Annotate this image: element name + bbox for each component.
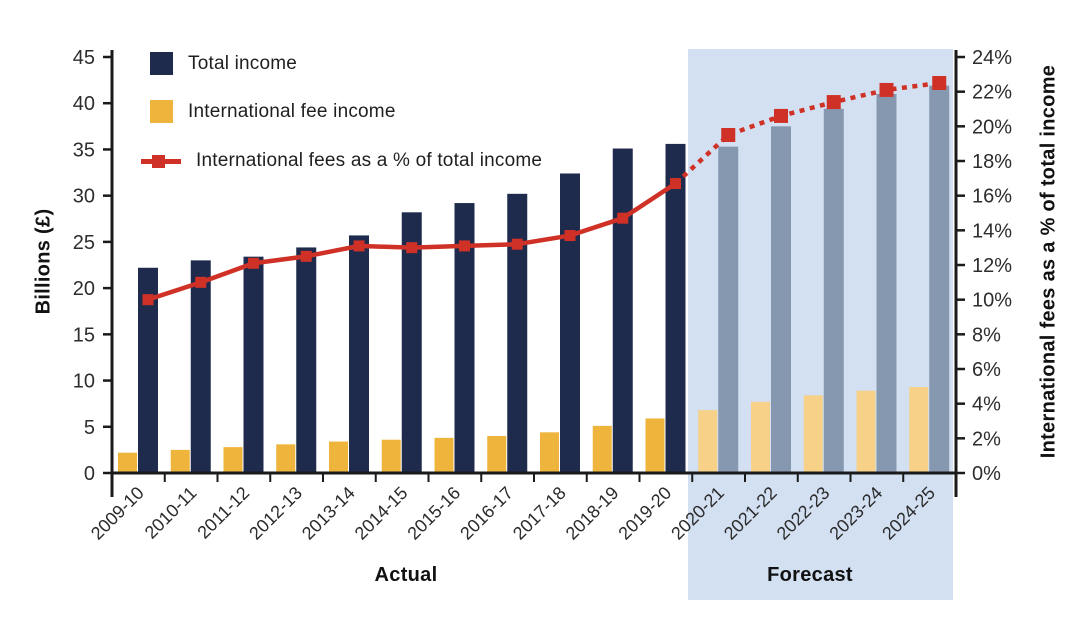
legend-item-international-fee-income: International fee income	[150, 100, 396, 123]
percent-marker-2011-12	[248, 257, 259, 269]
left-axis-tick-label: 40	[73, 93, 95, 115]
right-axis-tick-label: 16%	[972, 186, 1012, 208]
left-axis-tick-label: 20	[73, 278, 95, 300]
bar-total-income-2021-22	[771, 126, 791, 473]
bar-international-fee-income-2024-25	[909, 387, 929, 473]
percent-marker-2021-22	[774, 108, 788, 123]
x-category-label-2018-19: 2018-19	[562, 483, 623, 544]
bar-total-income-2020-21	[718, 146, 739, 473]
percent-marker-2010-11	[195, 276, 207, 288]
right-axis-tick-label: 14%	[972, 220, 1012, 242]
percent-marker-2024-25	[932, 76, 947, 90]
left-axis-tick-label: 10	[73, 371, 95, 393]
x-category-label-2009-10: 2009-10	[87, 483, 148, 544]
x-category-label-2011-12: 2011-12	[193, 483, 253, 543]
left-axis-tick-label: 15	[73, 324, 95, 346]
bar-international-fee-income-2010-11	[170, 449, 190, 473]
x-category-label-2015-16: 2015-16	[403, 483, 464, 544]
right-axis-tick-label: 6%	[972, 359, 1001, 381]
actual-section-label: Actual	[374, 564, 438, 586]
forecast-section-label: Forecast	[767, 564, 853, 586]
percent-marker-2018-19	[617, 212, 629, 224]
total-income-swatch-icon	[150, 52, 173, 75]
percent-marker-2017-18	[564, 230, 576, 242]
percent-marker-2009-10	[142, 294, 154, 306]
line-marker-icon	[152, 154, 165, 168]
percent-marker-2015-16	[459, 240, 470, 252]
bar-international-fee-income-2023-24	[856, 390, 876, 473]
bar-total-income-2010-11	[190, 260, 211, 473]
right-axis-tick-label: 20%	[972, 116, 1012, 138]
right-axis-tick-label: 8%	[972, 324, 1001, 346]
x-category-label-2017-18: 2017-18	[509, 483, 570, 544]
bar-total-income-2016-17	[507, 193, 528, 473]
left-axis-tick-label: 5	[84, 417, 95, 439]
legend-label: International fees as a % of total incom…	[196, 150, 543, 171]
percent-marker-2019-20	[670, 178, 681, 190]
right-axis-tick-label: 2%	[972, 428, 1001, 450]
x-category-label-2016-17: 2016-17	[456, 483, 517, 544]
x-category-label-2010-11: 2010-11	[141, 483, 201, 543]
right-axis-tick-label: 0%	[972, 463, 1001, 485]
legend-item-total-income: Total income	[150, 52, 297, 75]
bar-total-income-2024-25	[929, 85, 950, 473]
bar-international-fee-income-2019-20	[645, 418, 665, 473]
bar-international-fee-income-2009-10	[118, 452, 137, 473]
left-axis-tick-label: 45	[73, 47, 95, 69]
right-axis-tick-label: 4%	[972, 394, 1001, 416]
percent-marker-2012-13	[300, 250, 312, 262]
percent-line-forecast	[673, 80, 940, 186]
bar-international-fee-income-2011-12	[223, 447, 243, 473]
x-category-label-2013-14: 2013-14	[298, 483, 359, 544]
bar-international-fee-income-2015-16	[434, 437, 454, 473]
bar-international-fee-income-2016-17	[487, 436, 507, 473]
x-category-label-2014-15: 2014-15	[351, 483, 412, 544]
bar-international-fee-income-2021-22	[751, 401, 770, 473]
bar-international-fee-income-2017-18	[540, 432, 559, 473]
legend-label: Total income	[188, 52, 298, 74]
right-axis-tick-label: 12%	[972, 255, 1012, 277]
right-axis-tick-label: 24%	[972, 47, 1012, 69]
bar-total-income-2019-20	[665, 143, 686, 474]
right-axis-tick-label: 22%	[972, 82, 1012, 104]
percent-marker-2022-23	[826, 95, 841, 110]
legend-label: International fee income	[188, 100, 396, 122]
left-axis-tick-label: 0	[84, 463, 95, 485]
bar-total-income-2017-18	[560, 173, 580, 474]
bar-total-income-2012-13	[296, 247, 317, 473]
bar-international-fee-income-2020-21	[698, 410, 718, 473]
right-axis-title: International fees as a % of total incom…	[1037, 64, 1060, 459]
bar-total-income-2013-14	[349, 235, 369, 473]
bar-international-fee-income-2012-13	[276, 444, 296, 473]
left-axis-title: Billions (£)	[32, 208, 55, 315]
left-axis-tick-label: 35	[73, 139, 95, 161]
percent-marker-2014-15	[406, 242, 418, 254]
bar-international-fee-income-2013-14	[329, 441, 348, 473]
bar-total-income-2022-23	[823, 108, 844, 473]
bar-total-income-2015-16	[454, 203, 475, 473]
left-axis-tick-label: 30	[73, 186, 95, 208]
bar-international-fee-income-2022-23	[803, 395, 823, 473]
left-axis-tick-label: 25	[73, 232, 95, 254]
bar-international-fee-income-2014-15	[381, 439, 401, 473]
percent-marker-2016-17	[511, 238, 523, 250]
bar-international-fee-income-2018-19	[592, 425, 612, 473]
percent-marker-2020-21	[721, 128, 736, 142]
bar-total-income-2023-24	[876, 93, 897, 473]
bar-total-income-2011-12	[243, 256, 264, 473]
x-category-label-2012-13: 2012-13	[245, 483, 306, 544]
bar-total-income-2018-19	[612, 148, 633, 473]
fee-income-swatch-icon	[150, 100, 173, 123]
right-axis-tick-label: 18%	[972, 151, 1012, 173]
legend-item-international-fees-percent: International fees as a % of total incom…	[141, 150, 542, 172]
percent-line-swatch-icon	[141, 154, 181, 168]
bar-total-income-2009-10	[138, 267, 158, 473]
percent-marker-2013-14	[353, 240, 365, 252]
right-axis-tick-label: 10%	[972, 290, 1012, 312]
percent-marker-2023-24	[879, 82, 894, 97]
x-category-label-2019-20: 2019-20	[614, 483, 675, 544]
bar-total-income-2014-15	[401, 212, 422, 473]
